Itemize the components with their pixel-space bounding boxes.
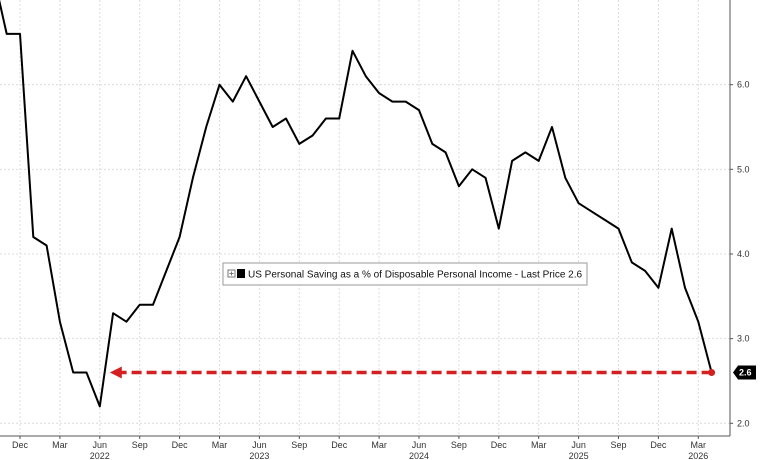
- legend-box: [222, 262, 588, 286]
- x-tick-label: Mar: [371, 440, 387, 450]
- x-tick-label: Jun: [412, 440, 427, 450]
- x-tick-label: Jun: [93, 440, 108, 450]
- x-axis: Dec Mar Jun Sep Dec Mar Jun Sep Dec Mar Jun Sep Dec M…: [12, 436, 708, 460]
- axis-frame: [0, 0, 731, 437]
- x-tick-label: Jun: [252, 440, 267, 450]
- x-tick-label: Mar: [531, 440, 547, 450]
- grid-lines: [0, 0, 730, 436]
- annotation-layer: [109, 366, 716, 379]
- y-tick-label: 2.0: [737, 418, 750, 428]
- x-year-label: 2023: [249, 451, 269, 460]
- last-price-tag-bg: [733, 365, 756, 380]
- x-tick-label: Jun: [571, 440, 586, 450]
- x-tick-label: Sep: [132, 440, 148, 450]
- x-tick-label: Dec: [491, 440, 508, 450]
- legend-swatch-icon: [237, 269, 245, 278]
- x-tick-label: Mar: [212, 440, 228, 450]
- x-tick-label: Dec: [331, 440, 348, 450]
- x-year-label: 2024: [409, 451, 429, 460]
- last-price-tag: 2.6: [733, 365, 756, 380]
- last-price-tag-label: 2.6: [739, 368, 752, 378]
- x-tick-label: Dec: [12, 440, 29, 450]
- legend: US Personal Saving as a % of Disposable …: [222, 262, 588, 286]
- x-tick-label: Mar: [691, 440, 707, 450]
- x-tick-label: Sep: [451, 440, 467, 450]
- y-axis: 2.0 3.0 4.0 5.0 6.0: [730, 80, 750, 428]
- x-year-label: 2025: [569, 451, 589, 460]
- y-tick-label: 5.0: [737, 164, 750, 174]
- x-year-label: 2022: [90, 451, 110, 460]
- x-tick-label: Dec: [172, 440, 189, 450]
- arrow-head: [109, 366, 122, 379]
- y-tick-label: 6.0: [737, 80, 750, 90]
- legend-entry: US Personal Saving as a % of Disposable …: [248, 270, 582, 281]
- series-line: [0, 0, 713, 408]
- arrow-origin-dot: [708, 369, 716, 377]
- series-layer: [0, 0, 713, 408]
- x-tick-label: Sep: [291, 440, 307, 450]
- x-tick-label: Sep: [610, 440, 626, 450]
- x-tick-label: Dec: [650, 440, 667, 450]
- y-tick-label: 3.0: [737, 334, 750, 344]
- x-year-label: 2026: [688, 451, 708, 460]
- x-tick-label: Mar: [52, 440, 68, 450]
- y-tick-label: 4.0: [737, 249, 750, 259]
